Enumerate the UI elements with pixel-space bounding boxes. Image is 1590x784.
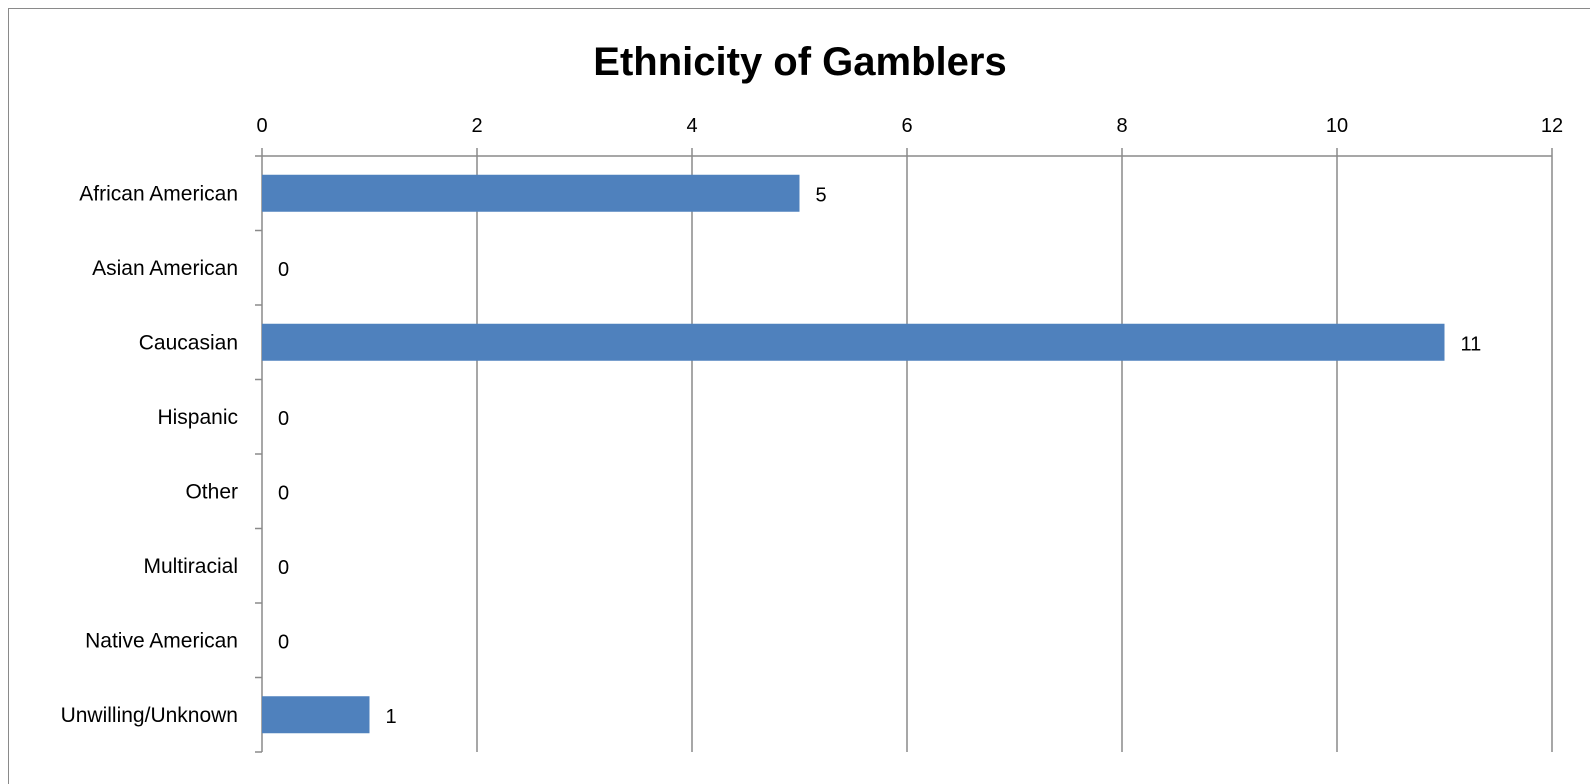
x-tick-labels: 0 2 4 6 8 10 12 (256, 115, 1563, 137)
x-tick-label: 10 (1326, 115, 1348, 137)
category-label: Native American (85, 629, 238, 652)
category-label: Multiracial (143, 555, 238, 578)
data-label: 0 (278, 408, 289, 430)
chart-title: Ethnicity of Gamblers (593, 40, 1006, 84)
data-label: 11 (1461, 333, 1482, 355)
chart-frame (8, 8, 1590, 784)
category-label: Caucasian (139, 331, 238, 354)
bar (262, 323, 1445, 361)
data-label: 0 (278, 557, 289, 579)
axes (255, 148, 1553, 753)
x-tick-label: 0 (256, 115, 267, 137)
bar (262, 696, 370, 734)
data-label: 0 (278, 631, 289, 653)
category-label: African American (79, 182, 238, 205)
data-label: 5 (816, 184, 827, 206)
x-tick-label: 12 (1541, 115, 1563, 137)
x-tick-label: 6 (901, 115, 912, 137)
category-label: Hispanic (157, 406, 238, 429)
x-tick-label: 8 (1116, 115, 1127, 137)
x-tick-label: 4 (686, 115, 697, 137)
data-label: 1 (386, 706, 397, 728)
category-labels: African American Asian American Caucasian H… (61, 182, 238, 727)
data-label: 0 (278, 259, 289, 281)
data-label: 0 (278, 482, 289, 504)
category-label: Asian American (92, 257, 238, 280)
category-label: Other (185, 480, 238, 503)
x-tick-label: 2 (471, 115, 482, 137)
bars (262, 174, 1445, 734)
category-label: Unwilling/Unknown (61, 704, 238, 727)
data-labels: 5 0 11 0 0 0 0 1 (278, 184, 1481, 728)
gridlines (476, 156, 1553, 752)
bar (262, 174, 800, 212)
